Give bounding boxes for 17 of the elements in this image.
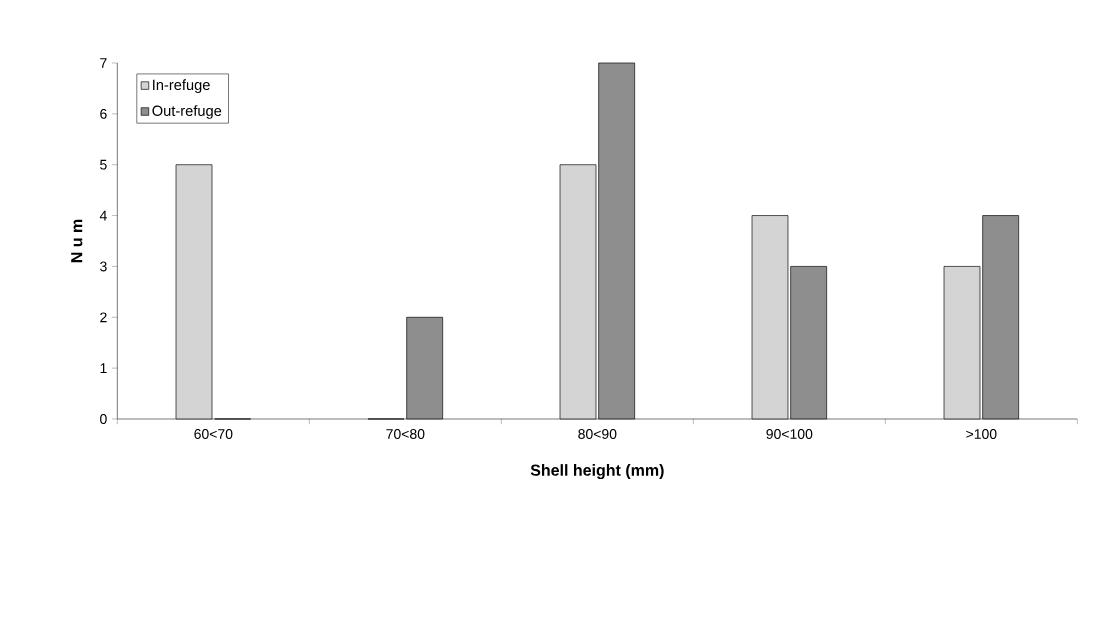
y-tick-label: 3 [100, 261, 107, 272]
y-axis-title: N u m [71, 219, 83, 263]
legend-label: Out-refuge [152, 105, 222, 119]
y-tick-label: 4 [99, 210, 107, 221]
y-tick-label: 0 [100, 414, 107, 424]
y-tick-label: 1 [100, 363, 107, 373]
x-axis-title: Shell height (mm) [530, 464, 664, 480]
x-tick-label: 70<80 [386, 429, 425, 439]
x-tick-label: 80<90 [578, 429, 617, 439]
y-tick-label: 7 [100, 58, 107, 68]
y-tick-label: 6 [100, 108, 107, 119]
x-tick-label: >100 [966, 429, 997, 439]
x-tick-label: 90<100 [766, 429, 813, 439]
x-tick-label: 60<70 [194, 429, 233, 439]
y-tick-label: 2 [100, 312, 107, 323]
legend-label: In-refuge [153, 79, 210, 93]
y-tick-label: 5 [100, 159, 107, 170]
